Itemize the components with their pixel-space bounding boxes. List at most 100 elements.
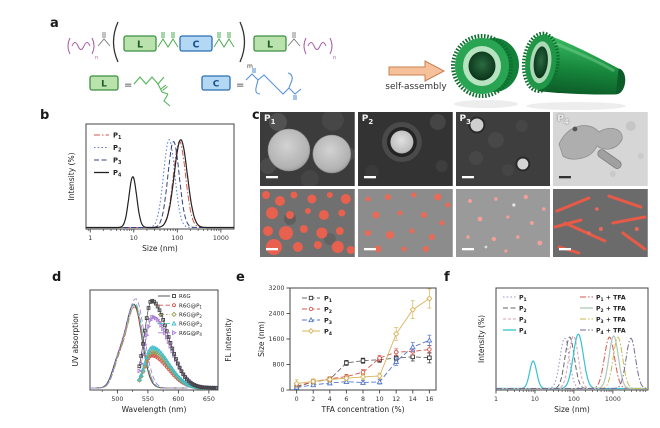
scale-bar	[559, 248, 572, 251]
equals-sign-C: =	[236, 80, 244, 91]
scale-bar	[265, 176, 278, 179]
panel-d-chart: 500 550 600 650 Wavelength (nm) UV absorption…	[71, 289, 233, 414]
tem-p1-label: P1	[264, 114, 276, 126]
tem-image-p3: P3	[455, 112, 551, 186]
svg-text:1: 1	[88, 235, 92, 242]
legend: P1 P2 P3 P4 P1 + TFA P2 + TFA P3 + TFA P4 + TFA	[503, 294, 626, 336]
svg-text:2400: 2400	[268, 311, 284, 318]
legend: R6G R6G@P1 R6G@P2 R6G@P3 R6G@P4	[158, 294, 202, 337]
R6G@P2-emission-series	[136, 349, 219, 391]
tem-image-p1: P1	[260, 112, 355, 186]
svg-text:Size (nm): Size (nm)	[554, 405, 590, 414]
polymer-structure-schematic: n L C m L	[67, 21, 336, 107]
svg-text:R6G: R6G	[179, 294, 191, 300]
cystine-structure	[245, 68, 302, 100]
svg-text:R6G@P3: R6G@P3	[179, 322, 202, 328]
tube-shadow-right	[526, 102, 626, 110]
block-C-label: C	[193, 40, 200, 51]
tem-image-p4: P4	[553, 112, 648, 186]
tem-p3-label: P3	[459, 114, 471, 126]
svg-text:Size (nm): Size (nm)	[257, 321, 266, 357]
axes: 1 10 100 1000 Size (nm) Intensity (%)	[67, 152, 229, 253]
svg-text:4: 4	[328, 396, 332, 403]
fl-p2-graphic	[357, 189, 453, 257]
carbamate-right	[287, 32, 301, 47]
tem-image-p2: P2	[357, 112, 453, 186]
panel-e-chart: 0 2 4 6 8 10 12 14 16 0 800 1600 2400 3200 TFA concent…	[257, 285, 437, 414]
panel-c-label: c	[252, 108, 260, 123]
svg-text:500: 500	[111, 396, 123, 403]
equals-sign-L: =	[124, 80, 132, 91]
axes: 0 2 4 6 8 10 12 14 16 0 800 1600 2400 3200 TFA concent…	[257, 285, 433, 414]
fluorescence-image-p2	[357, 189, 453, 257]
svg-text:P1: P1	[113, 131, 122, 141]
repeat-bracket-close	[239, 21, 246, 63]
panel-b-label: b	[40, 108, 50, 123]
scale-bar	[461, 248, 474, 251]
carbamate-left	[97, 32, 111, 47]
scale-bar	[363, 248, 376, 251]
block-L-box-2	[253, 35, 287, 52]
plot-frame	[89, 289, 219, 391]
svg-text:16: 16	[425, 396, 433, 403]
P3-series	[293, 334, 433, 390]
fluorescence-image-p1	[260, 189, 355, 257]
svg-text:P4: P4	[519, 327, 527, 335]
svg-text:P1: P1	[324, 294, 332, 304]
svg-text:0: 0	[295, 396, 299, 403]
fl-p4-graphic	[553, 189, 648, 257]
svg-text:R6G@P4: R6G@P4	[179, 331, 202, 337]
svg-text:FL intensity: FL intensity	[224, 318, 233, 362]
scale-bar	[363, 176, 376, 179]
scale-bar	[461, 176, 474, 179]
P4-curve	[86, 139, 234, 229]
block-L-box-1	[123, 35, 157, 52]
svg-text:8: 8	[361, 396, 365, 403]
legend-L-box	[89, 75, 119, 91]
svg-text:P3: P3	[113, 156, 121, 166]
plot-frame	[85, 123, 235, 230]
peg-left-subscript: n	[95, 55, 98, 61]
svg-text:P2: P2	[324, 305, 332, 315]
P1-curve	[86, 141, 234, 228]
panel-d-label: d	[52, 270, 62, 285]
urea-link-2	[213, 32, 235, 48]
fluorescence-image-p3	[455, 189, 551, 257]
svg-text:P1 + TFA: P1 + TFA	[596, 294, 626, 302]
svg-text:600: 600	[172, 396, 184, 403]
svg-text:2: 2	[311, 396, 315, 403]
micrograph-grid: P1 P2 P3	[260, 112, 648, 258]
panel-f-label: f	[444, 270, 450, 285]
tem-p1-graphic	[260, 112, 355, 186]
svg-text:R6G@P1: R6G@P1	[179, 303, 202, 309]
block-L-label-2: L	[267, 40, 273, 51]
tube-shadow-left	[454, 100, 518, 108]
long-nanotube	[521, 31, 626, 95]
tem-p4-graphic	[553, 112, 648, 186]
legend-C-label: C	[213, 80, 220, 90]
panel-a-label: a	[50, 16, 59, 31]
svg-text:12: 12	[392, 396, 400, 403]
P4-series	[293, 288, 433, 388]
tem-p3-graphic	[455, 112, 551, 186]
R6G@P4-absorption-curve	[91, 298, 188, 389]
repeat-bracket-open	[112, 21, 119, 63]
svg-text:Intensity (%): Intensity (%)	[477, 315, 486, 363]
svg-text:P3: P3	[519, 316, 527, 324]
urea-link-1	[157, 32, 179, 48]
nanotube-illustration	[451, 31, 626, 110]
svg-text:100: 100	[568, 396, 580, 403]
svg-text:550: 550	[142, 396, 154, 403]
svg-text:Wavelength (nm): Wavelength (nm)	[122, 405, 187, 414]
fl-p3-graphic	[455, 189, 551, 257]
block-C-box	[179, 35, 213, 52]
svg-text:P4: P4	[113, 169, 122, 179]
svg-text:0: 0	[280, 387, 284, 394]
svg-text:TFA concentration (%): TFA concentration (%)	[320, 405, 404, 414]
panel-b-chart: 1 10 100 1000 Size (nm) Intensity (%) P1 P2 P3 P4	[67, 123, 235, 253]
svg-text:P1: P1	[519, 294, 527, 302]
legend-L-label: L	[101, 80, 107, 90]
